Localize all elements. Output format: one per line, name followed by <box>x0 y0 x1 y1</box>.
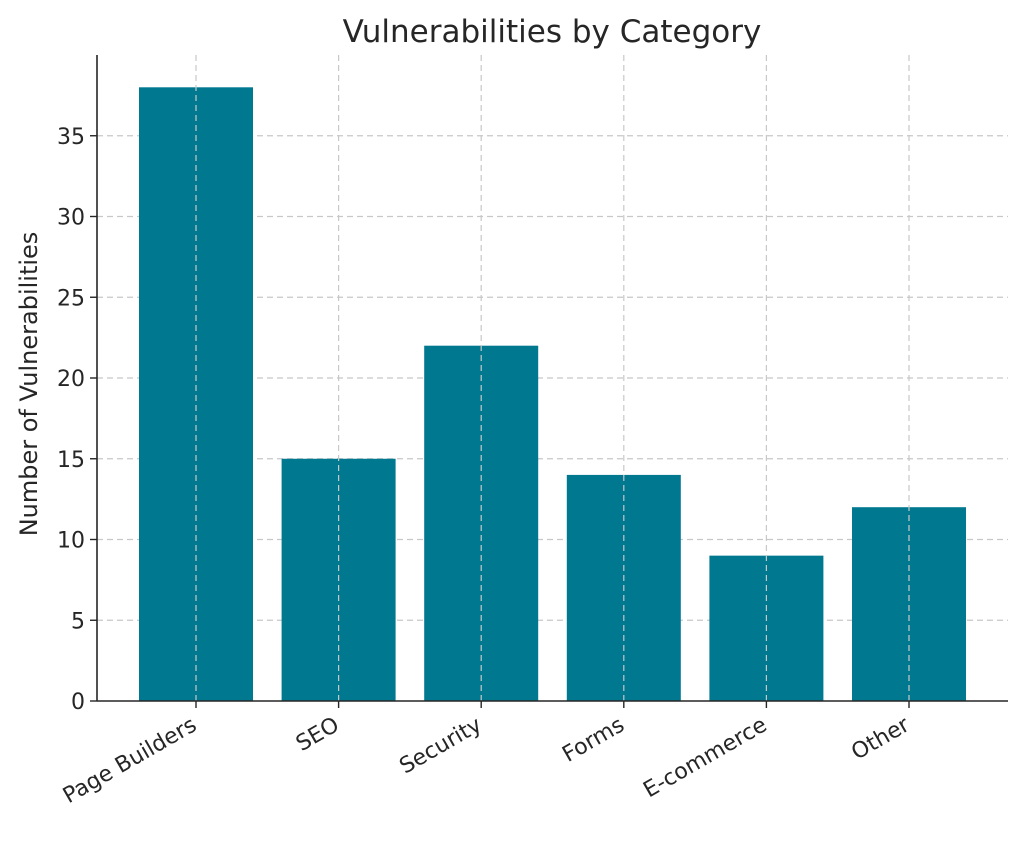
x-tick-label: SEO <box>292 713 344 757</box>
x-tick-label: Other <box>847 712 914 765</box>
chart-title: Vulnerabilities by Category <box>343 14 762 50</box>
bars <box>139 87 966 702</box>
x-tick-label: Page Builders <box>59 713 201 809</box>
y-tick-label: 20 <box>57 367 85 392</box>
x-tick-label: Forms <box>558 713 628 768</box>
y-tick-label: 30 <box>57 206 85 231</box>
y-tick-label: 0 <box>71 690 85 715</box>
y-tick-label: 25 <box>57 286 85 311</box>
y-tick-label: 10 <box>57 529 85 554</box>
y-tick-labels: 0 5 10 15 20 25 30 35 <box>57 125 97 715</box>
bar-security <box>424 345 539 701</box>
vertical-grid-lines <box>195 55 910 701</box>
x-tick-label: Security <box>395 713 486 780</box>
y-tick-label: 35 <box>57 125 85 150</box>
y-axis-label: Number of Vulnerabilities <box>15 232 43 537</box>
x-tick-labels: Page Builders SEO Security Forms E-commerce O… <box>59 701 915 809</box>
y-tick-label: 15 <box>57 448 85 473</box>
y-tick-label: 5 <box>71 609 85 634</box>
x-tick-label: E-commerce <box>639 713 771 804</box>
